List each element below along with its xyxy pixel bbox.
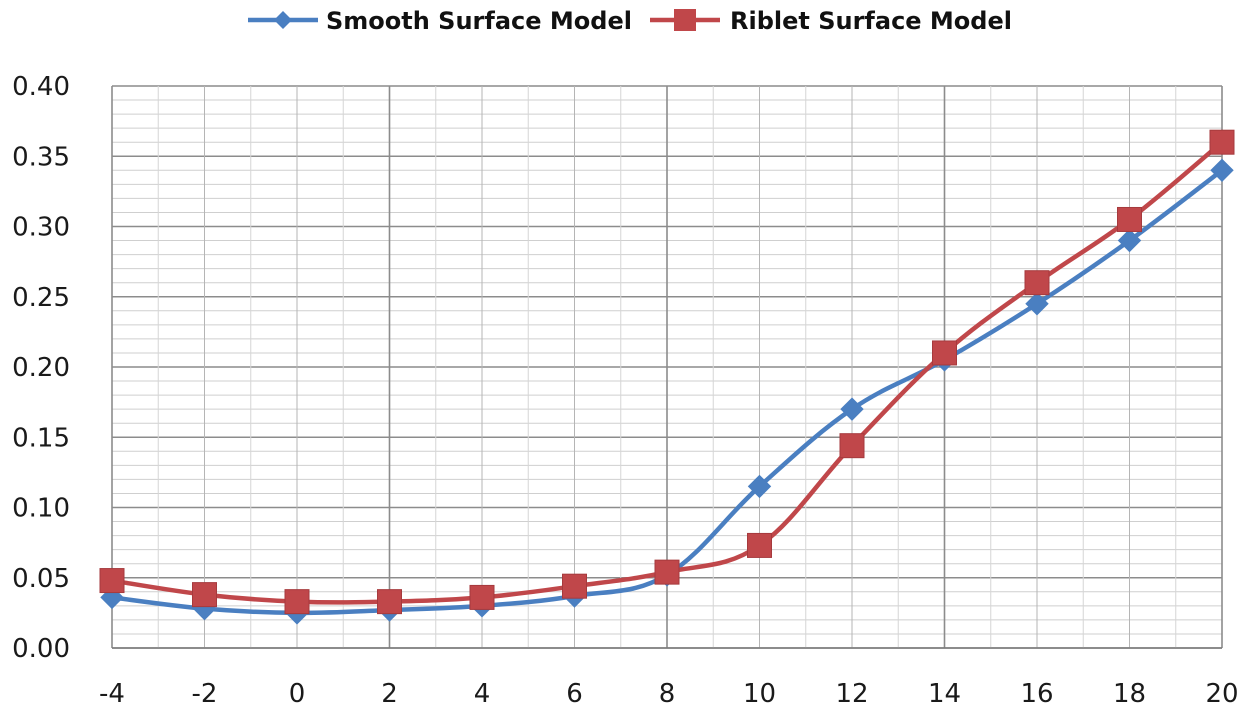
square-marker <box>192 582 217 608</box>
grid <box>111 85 1223 649</box>
y-tick-label: 0.10 <box>12 494 70 524</box>
axes: 0.00 0.05 0.10 0.15 0.20 0.25 0.30 0.35 0.40 -4 -2… <box>12 72 1238 709</box>
square-marker <box>932 340 957 366</box>
legend-square-marker <box>674 9 696 31</box>
square-marker <box>747 532 772 558</box>
legend-label: Smooth Surface Model <box>326 7 632 35</box>
y-tick-label: 0.05 <box>12 564 70 594</box>
y-tick-label: 0.30 <box>12 213 70 243</box>
x-tick-label: 16 <box>1020 679 1053 709</box>
square-marker <box>839 433 865 459</box>
legend: Smooth Surface Model Riblet Surface Model <box>248 7 1012 35</box>
x-tick-label: 14 <box>928 679 961 709</box>
square-marker <box>284 589 310 615</box>
x-tick-label: 8 <box>659 679 676 709</box>
square-marker <box>1117 206 1142 232</box>
diamond-marker <box>747 474 772 499</box>
y-tick-label: 0.15 <box>12 423 70 453</box>
x-tick-label: -4 <box>99 679 125 709</box>
legend-item: Smooth Surface Model <box>248 7 632 35</box>
x-tick-label: 0 <box>289 679 306 709</box>
diamond-marker <box>1117 228 1142 253</box>
square-marker <box>562 573 587 599</box>
legend-diamond-marker <box>274 11 292 29</box>
legend-label: Riblet Surface Model <box>730 7 1012 35</box>
y-tick-label: 0.35 <box>12 142 70 172</box>
x-tick-label: 18 <box>1113 679 1146 709</box>
square-marker <box>469 584 495 610</box>
y-tick-label: 0.40 <box>12 72 70 102</box>
x-tick-label: 4 <box>474 679 491 709</box>
series-riblet-surface-model <box>99 129 1235 615</box>
x-tick-label: 2 <box>381 679 398 709</box>
diamond-marker <box>1210 158 1234 183</box>
square-marker <box>654 559 680 585</box>
square-marker <box>377 589 402 615</box>
series-layer <box>99 129 1235 625</box>
square-marker <box>99 568 125 594</box>
y-tick-label: 0.25 <box>12 283 70 313</box>
x-tick-label: 12 <box>835 679 868 709</box>
square-marker <box>1024 270 1050 296</box>
diamond-marker <box>1025 292 1049 316</box>
diamond-marker <box>840 397 864 421</box>
legend-item: Riblet Surface Model <box>650 7 1012 35</box>
x-tick-label: 20 <box>1205 679 1238 709</box>
y-tick-label: 0.00 <box>12 634 70 664</box>
square-marker <box>1209 129 1235 155</box>
x-tick-label: 10 <box>743 679 776 709</box>
x-tick-label: 6 <box>566 679 583 709</box>
x-tick-label: -2 <box>192 679 218 709</box>
y-tick-label: 0.20 <box>12 353 70 383</box>
